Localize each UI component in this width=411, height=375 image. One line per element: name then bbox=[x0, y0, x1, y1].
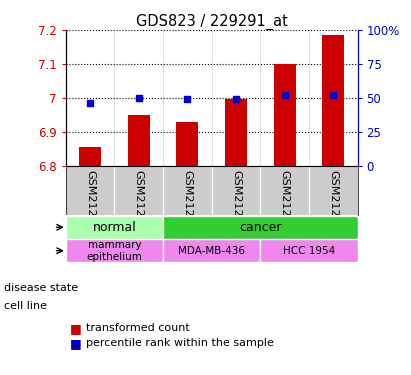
Text: mammary
epithelium: mammary epithelium bbox=[86, 240, 142, 261]
Point bbox=[87, 100, 93, 106]
Text: GSM21252: GSM21252 bbox=[85, 170, 95, 230]
Text: transformed count: transformed count bbox=[86, 323, 190, 333]
Text: GSM21251: GSM21251 bbox=[328, 170, 338, 230]
Bar bbox=[260, 240, 358, 262]
Text: GSM21250: GSM21250 bbox=[279, 170, 290, 230]
Text: normal: normal bbox=[92, 221, 136, 234]
Bar bbox=[322, 35, 344, 166]
Bar bbox=[163, 240, 260, 262]
Text: GSM21253: GSM21253 bbox=[134, 170, 144, 230]
Text: cancer: cancer bbox=[239, 221, 282, 234]
Bar bbox=[225, 99, 247, 166]
Bar bbox=[66, 240, 163, 262]
Text: disease state: disease state bbox=[4, 283, 78, 293]
Bar bbox=[128, 116, 150, 166]
Text: cell line: cell line bbox=[4, 301, 47, 310]
Point bbox=[233, 96, 239, 102]
Bar bbox=[274, 64, 296, 166]
Text: ■: ■ bbox=[70, 337, 82, 350]
Text: HCC 1954: HCC 1954 bbox=[283, 246, 335, 256]
Text: ■: ■ bbox=[70, 322, 82, 334]
Text: percentile rank within the sample: percentile rank within the sample bbox=[86, 338, 274, 348]
Bar bbox=[163, 216, 358, 238]
Title: GDS823 / 229291_at: GDS823 / 229291_at bbox=[136, 14, 288, 30]
Bar bbox=[79, 147, 101, 166]
Bar bbox=[66, 216, 163, 238]
Bar bbox=[176, 122, 198, 166]
Point bbox=[281, 92, 288, 98]
Text: MDA-MB-436: MDA-MB-436 bbox=[178, 246, 245, 256]
Text: GSM21249: GSM21249 bbox=[231, 170, 241, 231]
Text: GSM21248: GSM21248 bbox=[182, 170, 192, 231]
Point bbox=[136, 95, 142, 101]
Point bbox=[330, 92, 337, 98]
Point bbox=[184, 96, 191, 102]
